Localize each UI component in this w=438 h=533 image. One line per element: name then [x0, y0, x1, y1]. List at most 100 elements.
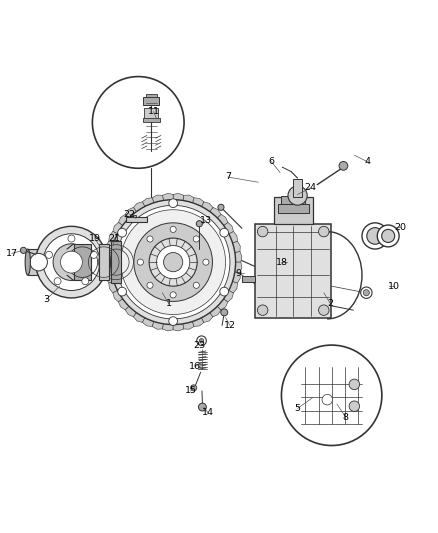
- Polygon shape: [201, 313, 213, 322]
- Circle shape: [163, 253, 183, 272]
- Text: 13: 13: [200, 216, 212, 225]
- Text: 3: 3: [43, 295, 49, 304]
- Circle shape: [60, 251, 82, 273]
- Circle shape: [377, 225, 399, 247]
- Polygon shape: [229, 281, 237, 293]
- Circle shape: [322, 394, 332, 405]
- Polygon shape: [210, 306, 221, 317]
- Circle shape: [220, 228, 229, 237]
- Polygon shape: [142, 318, 154, 327]
- Ellipse shape: [25, 249, 30, 275]
- Circle shape: [193, 282, 199, 288]
- Circle shape: [121, 210, 226, 314]
- Text: 12: 12: [224, 321, 236, 330]
- Polygon shape: [118, 214, 129, 225]
- Circle shape: [134, 223, 212, 302]
- Polygon shape: [173, 193, 184, 200]
- Circle shape: [191, 385, 197, 391]
- Polygon shape: [201, 202, 213, 212]
- Polygon shape: [235, 252, 242, 262]
- Polygon shape: [106, 272, 114, 283]
- Circle shape: [288, 186, 307, 205]
- Polygon shape: [152, 195, 163, 203]
- Polygon shape: [134, 313, 145, 322]
- Bar: [293, 180, 302, 197]
- Text: 5: 5: [295, 404, 300, 413]
- Bar: [145, 108, 158, 119]
- Circle shape: [221, 309, 228, 316]
- Circle shape: [118, 228, 127, 237]
- Bar: [278, 204, 308, 213]
- Text: 16: 16: [189, 362, 201, 372]
- Bar: [130, 215, 136, 217]
- Circle shape: [220, 287, 229, 296]
- Bar: [281, 197, 305, 204]
- Polygon shape: [152, 321, 163, 329]
- Circle shape: [362, 223, 388, 249]
- Polygon shape: [134, 202, 145, 212]
- Circle shape: [198, 403, 206, 411]
- Circle shape: [360, 287, 372, 298]
- Circle shape: [20, 247, 26, 253]
- Circle shape: [258, 227, 268, 237]
- Circle shape: [118, 287, 127, 296]
- Circle shape: [367, 228, 383, 244]
- Text: 9: 9: [236, 269, 242, 278]
- Polygon shape: [162, 324, 173, 331]
- Circle shape: [197, 336, 206, 345]
- Bar: [143, 118, 160, 122]
- Polygon shape: [109, 231, 117, 243]
- Circle shape: [363, 289, 369, 296]
- Text: 20: 20: [394, 223, 406, 232]
- Polygon shape: [224, 222, 233, 234]
- Circle shape: [90, 252, 97, 259]
- Polygon shape: [173, 324, 184, 331]
- Circle shape: [218, 204, 224, 211]
- Text: 19: 19: [88, 233, 101, 243]
- Text: 6: 6: [268, 157, 274, 166]
- Circle shape: [318, 305, 329, 316]
- Text: 14: 14: [202, 408, 214, 417]
- Bar: [255, 224, 332, 318]
- Bar: [111, 241, 121, 283]
- Polygon shape: [142, 198, 154, 206]
- Polygon shape: [125, 306, 137, 317]
- Bar: [274, 197, 313, 224]
- Circle shape: [117, 205, 230, 319]
- Polygon shape: [224, 290, 233, 302]
- Circle shape: [156, 246, 190, 279]
- Polygon shape: [217, 214, 228, 225]
- Circle shape: [53, 244, 90, 280]
- Bar: [99, 244, 109, 280]
- Polygon shape: [233, 241, 240, 252]
- Text: 4: 4: [364, 157, 371, 166]
- Circle shape: [381, 229, 395, 243]
- Text: 23: 23: [193, 341, 205, 350]
- Text: 7: 7: [225, 173, 231, 182]
- Circle shape: [170, 227, 176, 232]
- Circle shape: [30, 253, 47, 271]
- Polygon shape: [104, 262, 112, 273]
- Circle shape: [147, 282, 153, 288]
- Text: 2: 2: [327, 299, 333, 308]
- Circle shape: [46, 252, 53, 259]
- Text: 11: 11: [148, 107, 159, 116]
- Text: 18: 18: [276, 257, 288, 266]
- Polygon shape: [192, 198, 204, 206]
- Polygon shape: [113, 290, 123, 302]
- Circle shape: [68, 235, 75, 242]
- Circle shape: [92, 77, 184, 168]
- Circle shape: [349, 401, 360, 411]
- Circle shape: [258, 305, 268, 316]
- Polygon shape: [210, 207, 221, 218]
- Text: 24: 24: [305, 183, 317, 192]
- Circle shape: [282, 345, 382, 446]
- Polygon shape: [125, 207, 137, 218]
- Polygon shape: [183, 321, 194, 329]
- Polygon shape: [229, 231, 237, 243]
- Circle shape: [54, 278, 61, 285]
- Circle shape: [147, 236, 153, 242]
- Circle shape: [318, 227, 329, 237]
- Polygon shape: [162, 193, 173, 200]
- Bar: [242, 276, 255, 282]
